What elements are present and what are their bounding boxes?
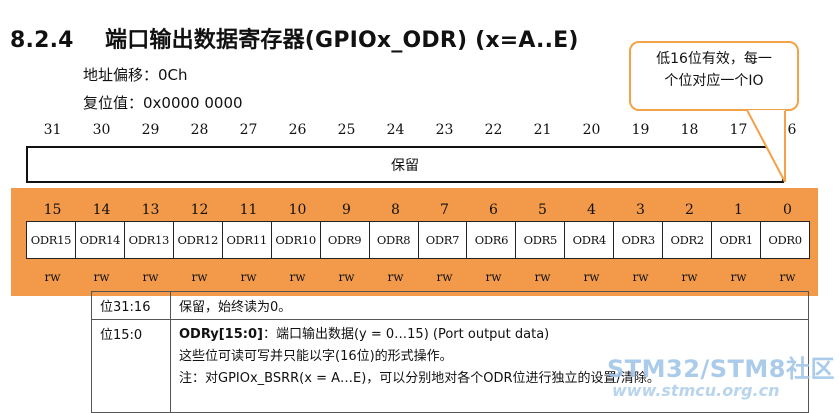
access-type: rw [338,270,355,284]
bits-cell: 位15:0 [91,319,171,413]
bit-number: 12 [190,202,209,218]
callout-line: 个位对应一个IO [664,73,764,89]
bit-number: 7 [440,202,449,218]
register-title: 8.2.4 端口输出数据寄存器(GPIOx_ODR) (x=A..E) [10,22,579,54]
field-cell: ODR13 [125,222,174,258]
bit-number: 5 [538,202,547,218]
bit-number: 17 [729,122,748,138]
bit-number: 21 [533,122,552,138]
reserved-field: 保留 [26,146,784,183]
access-type: rw [387,270,404,284]
address-offset: 地址偏移：0Ch [83,66,188,84]
bit-number: 8 [391,202,400,218]
field-cell: ODR5 [516,222,566,258]
access-type: rw [632,270,649,284]
field-cell: ODR14 [76,222,125,258]
access-type: rw [191,270,208,284]
bits-cell: 位31:16 [91,291,171,320]
bit-number: 4 [587,202,596,218]
bit-number: 27 [239,122,258,138]
access-type: rw [485,270,502,284]
bit-number: 14 [92,202,111,218]
watermark-text: STM32/STM8社区 [607,355,835,383]
field-cell: ODR8 [370,222,419,258]
field-cell: ODR4 [565,222,615,258]
bit-number: 3 [636,202,645,218]
callout-line: 低16位有效，每一 [656,51,772,67]
field-cell: ODR3 [614,222,664,258]
description-cell: 保留，始终读为0。 [170,291,809,320]
access-type: rw [240,270,257,284]
bit-description-table: 位31:16 保留，始终读为0。 位15:0 ODRy[15:0]：端口输出数据… [91,291,809,413]
access-type: rw [93,270,110,284]
bit-number: 23 [435,122,454,138]
table-row: 位15:0 ODRy[15:0]：端口输出数据(y = 0…15) (Port … [91,319,809,413]
reset-value: 复位值：0x0000 0000 [83,94,243,112]
bit-number: 30 [92,122,111,138]
reserved-label: 保留 [391,157,419,174]
bit-number: 13 [141,202,160,218]
bit-number: 26 [288,122,307,138]
field-cell: ODR10 [272,222,321,258]
access-type: rw [730,270,747,284]
odr-field-row: ODR15 ODR14 ODR13 ODR12 ODR11 ODR10 ODR9… [26,221,810,259]
bit-number: 28 [190,122,209,138]
table-row: 位31:16 保留，始终读为0。 [91,291,809,320]
bit-number: 19 [631,122,650,138]
field-name: ODRy[15:0] [179,327,263,342]
section-number: 8.2.4 [10,28,74,53]
callout-pointer [746,109,786,183]
field-summary: ：端口输出数据(y = 0…15) (Port output data) [262,327,550,342]
access-type: rw [436,270,453,284]
watermark-url: www.stmcu.org.cn [612,381,780,400]
access-type: rw [681,270,698,284]
bit-number: 29 [141,122,160,138]
bit-number: 18 [680,122,699,138]
access-type: rw [289,270,306,284]
field-cell: ODR12 [174,222,223,258]
field-cell: ODR2 [663,222,713,258]
field-cell: ODR9 [321,222,370,258]
bit-number: 15 [43,202,62,218]
callout-box: 低16位有效，每一 个位对应一个IO [629,41,799,111]
bit-number: 24 [386,122,405,138]
bit-number: 25 [337,122,356,138]
field-cell: ODR0 [768,233,802,247]
bit-number: 31 [43,122,62,138]
field-cell: ODR7 [419,222,468,258]
access-type: rw [44,270,61,284]
field-cell: ODR1 [712,222,762,258]
field-cell: ODR11 [223,222,272,258]
bit-number: 1 [734,202,743,218]
bit-number: 0 [783,202,792,218]
section-title: 端口输出数据寄存器(GPIOx_ODR) (x=A..E) [105,28,579,53]
bit-number: 22 [484,122,503,138]
access-type: rw [583,270,600,284]
bit-number: 2 [685,202,694,218]
field-cell: ODR15 [27,222,76,258]
bit-number: 10 [288,202,307,218]
bit-number: 6 [489,202,498,218]
access-type: rw [142,270,159,284]
bit-number: 9 [342,202,351,218]
access-type: rw [779,270,796,284]
field-cell: ODR6 [467,222,517,258]
description-cell: ODRy[15:0]：端口输出数据(y = 0…15) (Port output… [170,319,809,413]
field-note: 注：对GPIOx_BSRR(x = A…E)，可以分别地对各个ODR位进行独立的… [179,371,660,386]
access-type: rw [534,270,551,284]
bit-number: 11 [239,202,258,218]
field-detail: 这些位可读可写并只能以字(16位)的形式操作。 [179,349,453,364]
bit-number: 20 [582,122,601,138]
